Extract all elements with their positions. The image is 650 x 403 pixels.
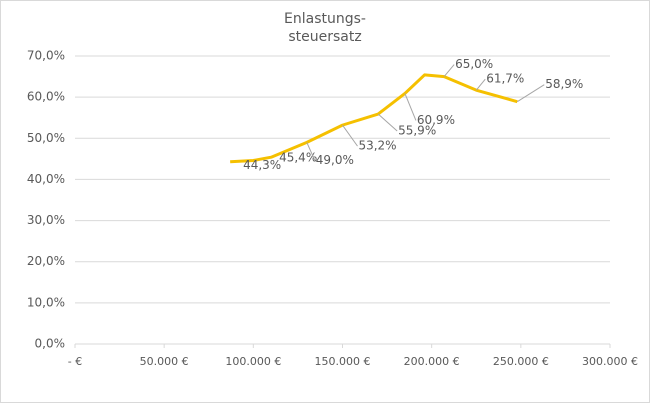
data-label: 58,9% [545, 77, 583, 91]
leader-line [342, 124, 358, 147]
data-label: 61,7% [486, 72, 524, 86]
chart-title: steuersatz [288, 29, 361, 45]
data-label: 45,4% [279, 151, 317, 165]
data-label: 49,0% [316, 153, 354, 167]
data-label: 44,3% [243, 158, 281, 172]
chart-title: Enlastungs- [284, 11, 366, 27]
line [230, 73, 518, 164]
data-label: 60,9% [417, 113, 455, 127]
x-tick-label: 100.000 € [225, 355, 281, 368]
data-label: 55,9% [398, 124, 436, 138]
y-tick-label: 0,0% [35, 337, 66, 351]
y-tick-label: 50,0% [27, 131, 65, 145]
y-tick-label: 30,0% [27, 213, 65, 227]
y-tick-label: 70,0% [27, 49, 65, 63]
x-tick-label: 200.000 € [404, 355, 460, 368]
data-label: 65,0% [455, 57, 493, 71]
leader-line [475, 78, 486, 91]
y-tick-label: 20,0% [27, 254, 65, 268]
x-tick-label: 250.000 € [493, 355, 549, 368]
x-tick-label: 300.000 € [582, 355, 638, 368]
leader-line [377, 113, 398, 132]
y-tick-label: 60,0% [27, 90, 65, 104]
data-label: 53,2% [358, 139, 396, 153]
leader-line [443, 64, 455, 77]
leader-line [404, 93, 417, 121]
x-tick-label: 50.000 € [140, 355, 189, 368]
x-tick-label: - € [68, 355, 82, 368]
y-tick-label: 40,0% [27, 172, 65, 186]
leader-line [517, 84, 545, 103]
x-tick-label: 150.000 € [315, 355, 371, 368]
leader-line [306, 142, 316, 161]
y-tick-label: 10,0% [27, 295, 65, 309]
